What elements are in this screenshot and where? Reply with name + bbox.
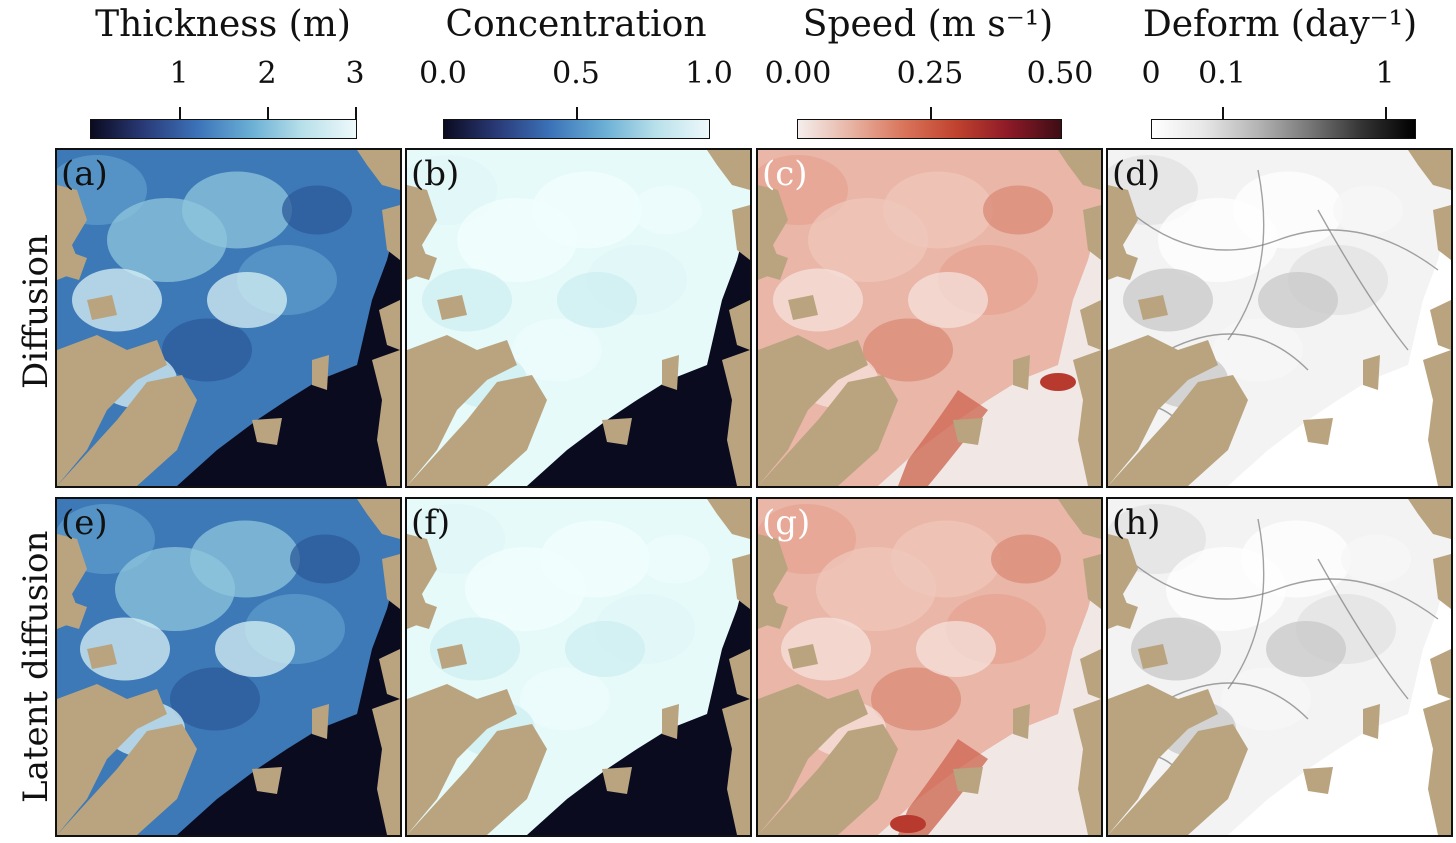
- row-label: Latent diffusion: [16, 530, 56, 803]
- panel-label: (g): [762, 503, 811, 543]
- colorbar-tick: 1.0: [685, 56, 733, 91]
- map-panel: (c): [756, 148, 1103, 488]
- map-panel: (g): [756, 497, 1103, 837]
- tick-mark: [1385, 107, 1387, 119]
- panel-label: (h): [1112, 503, 1161, 543]
- map-panel: (b): [405, 148, 752, 488]
- map-panel: (e): [55, 497, 402, 837]
- map-panel: (f): [405, 497, 752, 837]
- panel-label: (d): [1112, 154, 1161, 194]
- panel-label: (f): [411, 503, 451, 543]
- tick-mark: [267, 107, 269, 119]
- colorbar-tick: 0.0: [419, 56, 467, 91]
- colorbar-tick: 0.50: [1026, 56, 1094, 91]
- panel-label: (c): [762, 154, 808, 194]
- panel-label: (a): [61, 154, 108, 194]
- row-label: Diffusion: [16, 234, 56, 389]
- colorbar-tick: 0.00: [764, 56, 832, 91]
- tick-mark: [1222, 107, 1224, 119]
- colorbar-title: Speed (m s⁻¹): [802, 4, 1054, 45]
- colorbar-title: Deform (day⁻¹): [1142, 4, 1418, 45]
- tick-mark: [930, 107, 932, 119]
- colorbar-tick: 0: [1141, 56, 1161, 91]
- tick-mark: [355, 107, 357, 119]
- colorbar-gradient: [443, 119, 710, 139]
- colorbar-tick: 0.25: [896, 56, 964, 91]
- colorbar-gradient: [1151, 119, 1416, 139]
- colorbar-tick: 3: [345, 56, 365, 91]
- map-panel: (d): [1106, 148, 1453, 488]
- colorbar-gradient: [797, 119, 1062, 139]
- map-panel: (h): [1106, 497, 1453, 837]
- colorbar-gradient: [90, 119, 357, 139]
- colorbar-tick: 1: [169, 56, 189, 91]
- tick-mark: [576, 107, 578, 119]
- colorbar-tick: 1: [1375, 56, 1395, 91]
- panel-label: (b): [411, 154, 460, 194]
- colorbar-title: Concentration: [445, 4, 707, 45]
- colorbar-tick: 0.5: [552, 56, 600, 91]
- panel-label: (e): [61, 503, 108, 543]
- colorbar-tick: 2: [257, 56, 277, 91]
- colorbar-title: Thickness (m): [95, 4, 351, 45]
- map-panel: (a): [55, 148, 402, 488]
- tick-mark: [179, 107, 181, 119]
- colorbar-tick: 0.1: [1198, 56, 1246, 91]
